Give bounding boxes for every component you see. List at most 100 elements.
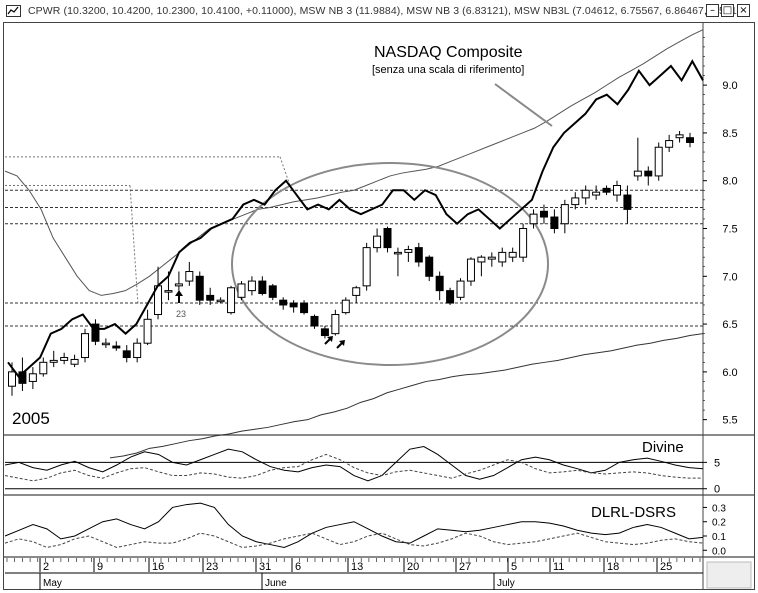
- y-tick-label: 0.3: [712, 503, 726, 514]
- candlestick: [39, 357, 48, 377]
- month-label: June: [265, 578, 287, 589]
- candlestick: [393, 247, 402, 277]
- y-tick-label: 0.0: [712, 546, 726, 557]
- candlestick: [206, 287, 215, 305]
- nasdaq-title: NASDAQ Composite: [374, 44, 523, 61]
- candlestick: [435, 271, 444, 301]
- y-tick-label: 7.0: [722, 271, 737, 283]
- candle-body: [383, 228, 392, 249]
- candle-body: [414, 247, 423, 263]
- y-tick-label: 8.0: [722, 176, 737, 188]
- minimize-icon: –: [710, 5, 715, 16]
- candlestick: [122, 345, 131, 363]
- up-arrow-icon: [175, 290, 183, 303]
- candlestick: [320, 325, 329, 339]
- candlestick: [174, 271, 183, 291]
- x-tick-label: 9: [97, 561, 103, 573]
- candle-body: [686, 137, 694, 143]
- y-tick-label: 0.2: [712, 518, 726, 529]
- candlestick: [331, 309, 340, 336]
- candlestick: [654, 142, 663, 181]
- x-tick-label: 6: [295, 561, 301, 573]
- candlestick: [237, 281, 246, 301]
- candlestick: [665, 134, 674, 153]
- candle-body: [174, 283, 183, 287]
- candlestick: [154, 266, 163, 320]
- close-button[interactable]: ×: [737, 4, 750, 17]
- count-label: 23: [176, 309, 186, 319]
- candlestick: [675, 131, 684, 143]
- candle-body: [550, 216, 559, 229]
- candlestick: [81, 328, 90, 363]
- candle-body: [498, 251, 507, 263]
- candlestick: [633, 137, 642, 181]
- candle-body: [456, 280, 465, 298]
- candle-body: [529, 213, 538, 225]
- candlestick: [446, 287, 455, 305]
- candle-body: [477, 256, 486, 263]
- candle-body: [268, 285, 277, 298]
- chart-grip-icon[interactable]: [6, 5, 21, 17]
- candle-body: [352, 287, 361, 296]
- candle-body: [133, 342, 142, 359]
- candlestick: [581, 185, 590, 205]
- candlestick: [310, 314, 319, 329]
- candle-body: [571, 197, 580, 206]
- candle-body: [665, 140, 674, 148]
- corner-box: [706, 561, 752, 589]
- candlestick: [352, 285, 361, 304]
- candlestick: [91, 319, 100, 346]
- candle-body: [393, 251, 402, 255]
- candlestick: [686, 132, 694, 148]
- window-title-bar: CPWR (10.3200, 10.4200, 10.2300, 10.4100…: [0, 0, 758, 22]
- candlestick: [101, 338, 110, 348]
- candlestick: [300, 300, 309, 315]
- candle-body: [49, 359, 58, 363]
- candlestick: [550, 209, 559, 234]
- candlestick: [602, 185, 611, 196]
- candlestick: [28, 367, 37, 390]
- candle-body: [112, 345, 121, 349]
- y-tick-label: 8.5: [722, 128, 737, 140]
- candle-body: [373, 235, 382, 249]
- candle-body: [675, 134, 684, 139]
- candle-body: [289, 302, 298, 308]
- candlestick: [623, 185, 632, 224]
- outer-border: [3, 22, 755, 590]
- candle-body: [237, 283, 246, 298]
- x-tick-label: 27: [459, 561, 471, 573]
- candlestick: [404, 245, 413, 262]
- candlestick: [216, 297, 225, 304]
- candle-body: [331, 314, 340, 335]
- candle-body: [300, 302, 309, 314]
- candle-body: [143, 318, 152, 344]
- candlestick: [362, 242, 371, 291]
- x-tick-label: 16: [152, 561, 164, 573]
- x-tick-label: 11: [553, 561, 564, 573]
- dlrl-series-line: [4, 502, 704, 548]
- candlestick: [529, 209, 538, 229]
- candle-body: [206, 294, 215, 301]
- candlestick: [487, 252, 496, 267]
- candle-body: [581, 189, 590, 199]
- moving-average-line: [4, 29, 704, 296]
- candlestick: [70, 354, 79, 368]
- candlestick: [456, 278, 465, 301]
- candlestick: [247, 276, 256, 296]
- candle-body: [519, 228, 528, 258]
- restore-icon: □: [722, 5, 733, 16]
- x-tick-label: 25: [660, 561, 672, 573]
- up-arrow-icon: [324, 336, 333, 345]
- dlrl-dsrs-title: DLRL-DSRS: [591, 504, 676, 521]
- candle-body: [28, 373, 37, 382]
- x-tick-label: 31: [259, 561, 271, 573]
- candlestick: [60, 352, 69, 365]
- candle-body: [466, 258, 475, 282]
- arrow-head: [339, 340, 345, 346]
- minimize-button[interactable]: –: [706, 4, 719, 17]
- restore-button[interactable]: □: [721, 4, 734, 17]
- candle-body: [122, 350, 131, 359]
- candle-body: [633, 170, 642, 177]
